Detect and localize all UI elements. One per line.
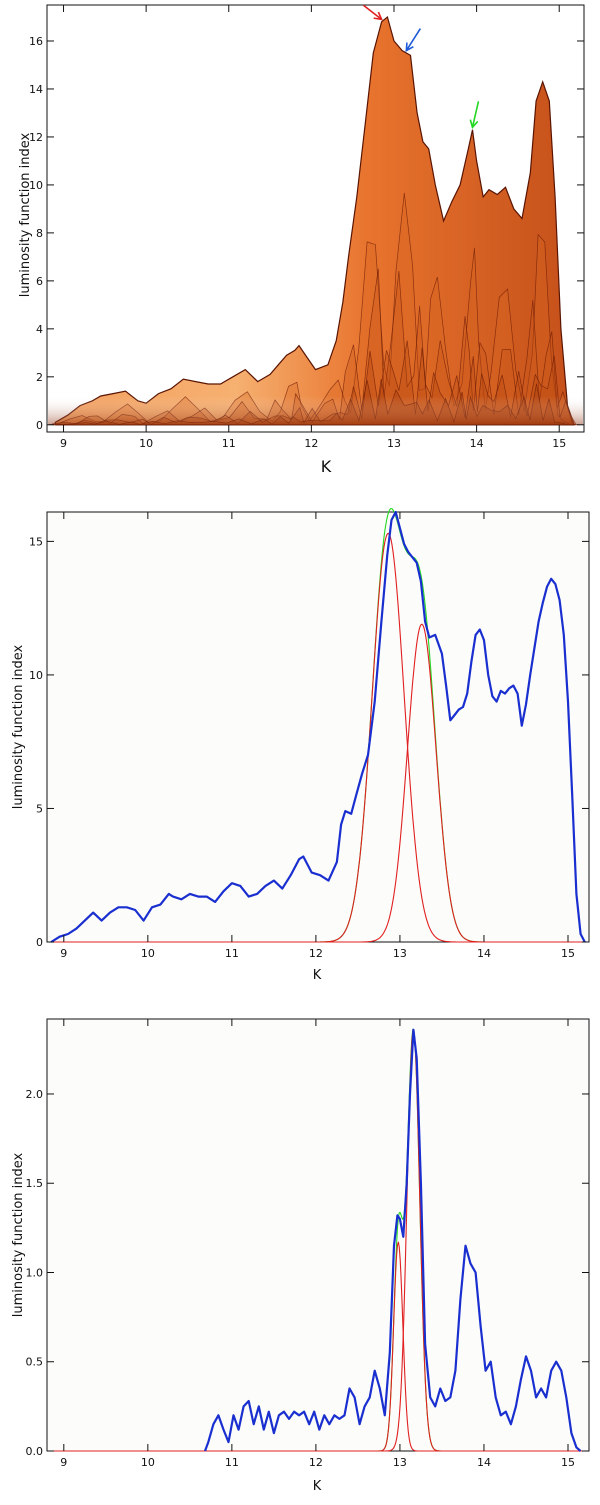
data-series-line xyxy=(50,510,586,943)
series-layer xyxy=(47,1028,589,1452)
y-tick-label: 6 xyxy=(36,275,43,288)
peak-arrow xyxy=(405,28,422,52)
y-tick-label: 12 xyxy=(29,131,43,144)
x-tick-label: 11 xyxy=(225,1456,239,1469)
x-tick-label: 9 xyxy=(60,1456,67,1469)
axes-layer: 9 10 11 12 13 14 15 0 5 10 15 xyxy=(29,512,589,960)
y-tick-label: 5 xyxy=(36,802,43,815)
fit-chart-2: 9 10 11 12 13 14 15 0.0 0.5 1.0 1.5 2.0 K luminosit… xyxy=(11,1018,590,1494)
x-tick-label: 12 xyxy=(304,437,318,450)
gaussian-fit-line xyxy=(47,623,589,943)
x-tick-label: 14 xyxy=(477,947,491,960)
y-tick-label: 2 xyxy=(36,371,43,384)
y-axis-title: luminosity function index xyxy=(18,132,33,297)
arrows-layer xyxy=(363,4,480,129)
y-tick-label: 2.0 xyxy=(26,1088,44,1101)
x-tick-label: 10 xyxy=(141,1456,155,1469)
axes-layer: 9 10 11 12 13 14 15 0.0 0.5 1.0 1.5 2.0 xyxy=(26,1019,589,1469)
surface-base-shade xyxy=(48,396,583,425)
series-layer xyxy=(47,507,589,943)
x-tick-label: 15 xyxy=(552,437,566,450)
x-tick-label: 15 xyxy=(561,947,575,960)
y-tick-label: 0 xyxy=(36,936,43,949)
y-tick-label: 14 xyxy=(29,83,43,96)
y-tick-label: 1.0 xyxy=(26,1266,44,1279)
x-tick-label: 14 xyxy=(470,437,484,450)
x-tick-label: 12 xyxy=(309,947,323,960)
x-tick-label: 9 xyxy=(60,947,67,960)
plot-frame xyxy=(46,511,590,943)
x-axis-title: K xyxy=(321,457,332,476)
x-tick-label: 13 xyxy=(387,437,401,450)
y-tick-label: 0.5 xyxy=(26,1356,44,1369)
y-tick-label: 10 xyxy=(29,179,43,192)
x-tick-label: 10 xyxy=(141,947,155,960)
x-tick-label: 14 xyxy=(477,1456,491,1469)
x-axis-title: K xyxy=(313,968,322,983)
x-tick-label: 13 xyxy=(393,947,407,960)
x-tick-label: 13 xyxy=(393,1456,407,1469)
y-tick-label: 16 xyxy=(29,35,43,48)
surface-chart: 9 10 11 12 13 14 15 0 2 4 6 8 10 12 14 16 K luminosity … xyxy=(18,4,585,476)
y-tick-label: 0 xyxy=(36,419,43,432)
surface-envelope xyxy=(54,15,575,426)
y-tick-label: 15 xyxy=(29,535,43,548)
x-tick-label: 10 xyxy=(139,437,153,450)
gaussian-fit-line xyxy=(47,1029,589,1452)
x-tick-label: 9 xyxy=(60,437,67,450)
y-tick-label: 4 xyxy=(36,323,43,336)
y-tick-label: 0.0 xyxy=(26,1445,44,1458)
y-axis-title: luminosity function index xyxy=(11,1152,26,1317)
x-tick-label: 11 xyxy=(225,947,239,960)
peak-arrow xyxy=(363,4,383,21)
peak-arrow xyxy=(469,101,480,129)
y-tick-label: 10 xyxy=(29,669,43,682)
x-tick-label: 15 xyxy=(561,1456,575,1469)
axes-layer: 9 10 11 12 13 14 15 0 2 4 6 8 10 12 14 16 xyxy=(29,5,584,450)
y-tick-label: 1.5 xyxy=(26,1177,44,1190)
x-tick-label: 11 xyxy=(222,437,236,450)
plot-frame xyxy=(46,1018,590,1452)
x-tick-label: 12 xyxy=(309,1456,323,1469)
x-axis-title: K xyxy=(313,1479,322,1494)
surface-layer xyxy=(48,15,583,426)
y-axis-title: luminosity function index xyxy=(11,644,26,809)
fit-chart-1: 9 10 11 12 13 14 15 0 5 10 15 K luminosity functio… xyxy=(11,507,590,983)
data-series-line xyxy=(203,1028,582,1452)
y-tick-label: 8 xyxy=(36,227,43,240)
